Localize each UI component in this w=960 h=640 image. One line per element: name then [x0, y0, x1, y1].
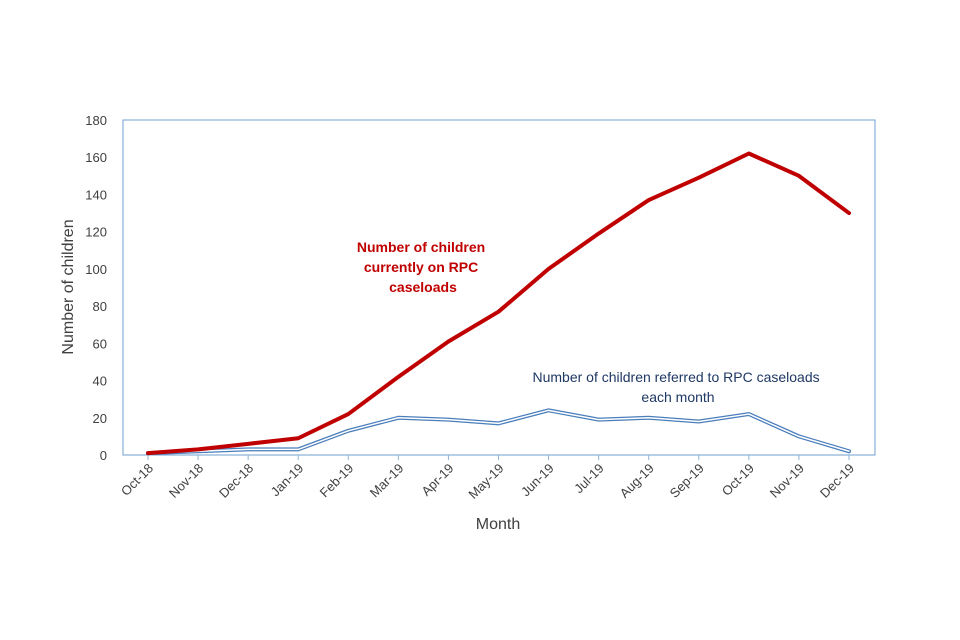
x-tick-label: Oct-18 — [118, 461, 156, 499]
y-axis: 0 20 40 60 80 100 120 140 160 180 — [85, 113, 107, 463]
x-axis: Oct-18 Nov-18 Dec-18 Jan-19 Feb-19 Mar-19 Apr-… — [118, 455, 857, 502]
y-tick-label: 80 — [93, 299, 107, 314]
series-layer — [146, 151, 851, 456]
x-tick-label: Nov-18 — [166, 461, 206, 501]
y-tick-label: 100 — [85, 262, 107, 277]
series-line-caseloads — [146, 151, 851, 456]
annotation-caseloads: Number of children currently on RPC case… — [357, 239, 489, 295]
x-tick-label: Dec-18 — [216, 461, 256, 501]
y-tick-label: 140 — [85, 187, 107, 202]
x-tick-label: Feb-19 — [317, 461, 357, 501]
x-tick-label: Dec-19 — [817, 461, 857, 501]
x-tick-label: Jul-19 — [571, 461, 607, 497]
x-tick-label: Aug-19 — [617, 461, 657, 501]
y-tick-label: 60 — [93, 336, 107, 351]
plot-area — [122, 119, 876, 456]
series-line-referrals-highlight — [147, 409, 850, 454]
y-tick-label: 120 — [85, 225, 107, 240]
x-tick-label: Oct-19 — [719, 461, 757, 499]
x-tick-label: Nov-19 — [767, 461, 807, 501]
y-axis-title: Number of children — [60, 219, 77, 354]
y-tick-label: 40 — [93, 374, 107, 389]
x-tick-label: May-19 — [465, 461, 506, 502]
y-tick-label: 180 — [85, 113, 107, 128]
y-tick-label: 0 — [100, 448, 107, 463]
x-tick-label: Jun-19 — [518, 461, 557, 500]
x-tick-label: Mar-19 — [367, 461, 407, 501]
y-tick-label: 160 — [85, 150, 107, 165]
x-tick-label: Jan-19 — [268, 461, 307, 500]
x-axis-title: Month — [476, 516, 520, 533]
x-tick-label: Sep-19 — [667, 461, 707, 501]
y-tick-label: 20 — [93, 411, 107, 426]
annotation-referrals: Number of children referred to RPC casel… — [532, 369, 823, 405]
x-tick-label: Apr-19 — [418, 461, 456, 499]
